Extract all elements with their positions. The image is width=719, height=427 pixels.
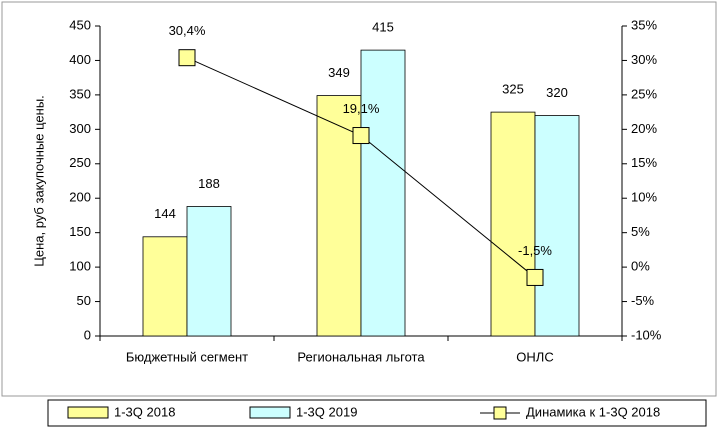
chart-frame	[1, 1, 717, 397]
bar	[142, 236, 188, 337]
legend-label: 1-3Q 2019	[296, 404, 357, 419]
data-label: 188	[198, 176, 220, 191]
data-label: 144	[154, 206, 176, 221]
y2-tick-label: 15%	[631, 155, 657, 170]
y-tick-label: 200	[69, 190, 91, 205]
legend-label: 1-3Q 2018	[114, 404, 175, 419]
marker	[352, 127, 370, 145]
y2-tick-label: 30%	[631, 52, 657, 67]
data-label: -1,5%	[518, 243, 552, 258]
bar	[186, 206, 232, 337]
bar	[534, 115, 580, 337]
y-tick-label: 400	[69, 52, 91, 67]
y-tick-label: 50	[77, 293, 91, 308]
y2-tick-label: 0%	[631, 259, 650, 274]
marker	[178, 49, 196, 67]
x-tick-label: Бюджетный сегмент	[126, 349, 248, 364]
y-tick-label: 350	[69, 86, 91, 101]
data-label: 30,4%	[169, 23, 206, 38]
y-tick-label: 450	[69, 17, 91, 32]
y-tick-label: 300	[69, 121, 91, 136]
legend-label: Динамика к 1-3Q 2018	[526, 404, 660, 419]
y2-tick-label: 25%	[631, 86, 657, 101]
y2-tick-label: 5%	[631, 224, 650, 239]
x-tick-label: ОНЛС	[516, 349, 553, 364]
y2-tick-label: -10%	[631, 327, 662, 342]
bar	[490, 111, 536, 337]
x-tick-label: Региональная льгота	[297, 349, 425, 364]
data-label: 349	[328, 65, 350, 80]
y-tick-label: 150	[69, 224, 91, 239]
legend-marker	[493, 406, 507, 420]
y2-tick-label: 35%	[631, 17, 657, 32]
y-tick-label: 100	[69, 259, 91, 274]
y-tick-label: 250	[69, 155, 91, 170]
y2-tick-label: -5%	[631, 293, 655, 308]
data-label: 415	[372, 20, 394, 35]
data-label: 320	[546, 85, 568, 100]
legend-swatch	[67, 406, 109, 419]
data-label: 19,1%	[343, 101, 380, 116]
y-axis-label: Цена, руб закупочные цены.	[31, 95, 46, 267]
marker	[526, 268, 544, 286]
legend-swatch	[249, 406, 291, 419]
y2-tick-label: 10%	[631, 190, 657, 205]
data-label: 325	[502, 82, 524, 97]
y-tick-label: 0	[84, 327, 91, 342]
y2-tick-label: 20%	[631, 121, 657, 136]
legend-box	[47, 399, 707, 427]
bar	[360, 49, 406, 337]
